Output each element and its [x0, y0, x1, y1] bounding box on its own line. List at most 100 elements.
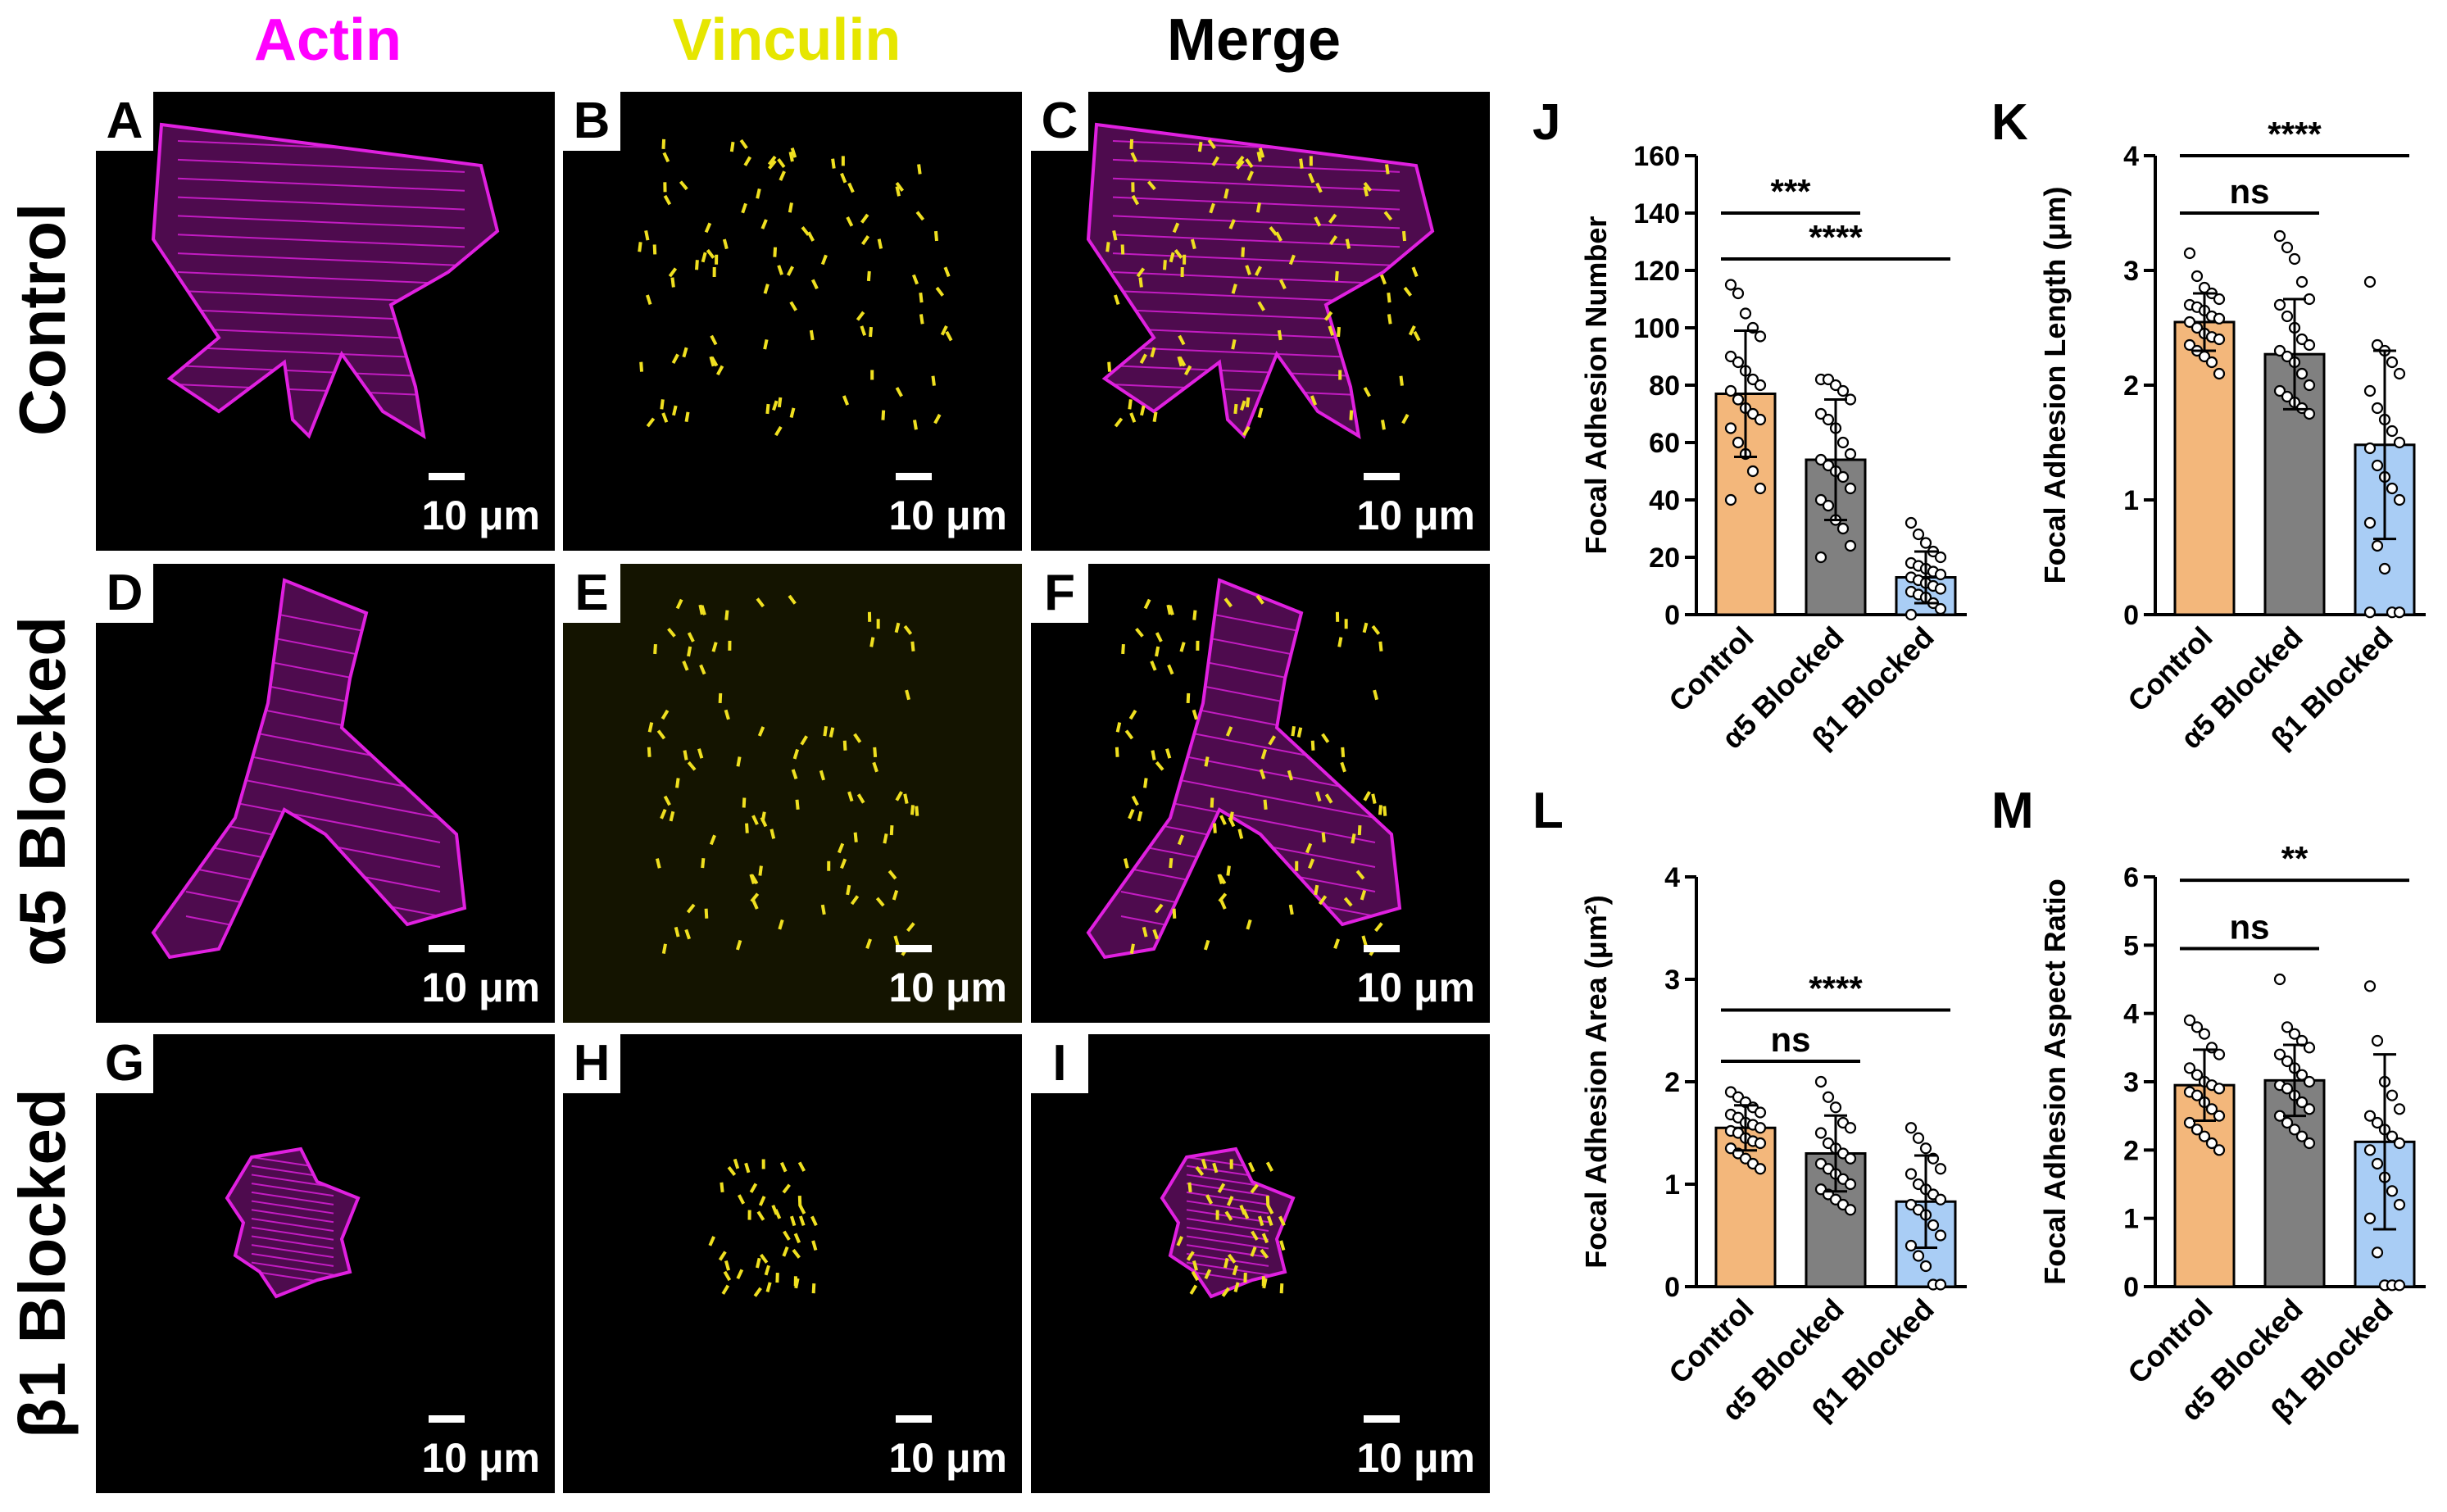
scale-bar — [429, 945, 465, 952]
panel-letter: D — [96, 564, 153, 623]
data-point — [2288, 1028, 2301, 1040]
data-point — [1814, 1075, 1827, 1088]
chart-svg: J 0 20 40 60 80 100 120 140 160 Focal Adhesion Num… — [1532, 94, 1967, 756]
data-point — [1934, 602, 1947, 615]
data-point — [2205, 356, 2218, 369]
data-point — [1732, 436, 1745, 449]
data-point — [2363, 384, 2377, 397]
data-point — [2213, 367, 2226, 380]
scale-bar-label: 10 μm — [1356, 1435, 1475, 1481]
data-point — [2213, 1110, 2226, 1122]
microscopy-panel: D 10 μm — [96, 564, 555, 1023]
data-point — [2281, 350, 2294, 363]
data-point — [2213, 293, 2226, 306]
data-point — [1844, 1152, 1857, 1165]
data-point — [2363, 1110, 2377, 1122]
bar — [2173, 320, 2236, 616]
scale-bar — [896, 1415, 932, 1423]
panel-letter: H — [563, 1034, 620, 1093]
chart-panel-letter: K — [1991, 94, 2028, 151]
significance-label: **** — [1809, 218, 1863, 257]
data-point — [1732, 356, 1745, 369]
cell-image — [151, 122, 500, 439]
data-point — [1724, 279, 1737, 291]
data-point — [2363, 516, 2377, 529]
y-tick-label: 160 — [1633, 141, 1680, 172]
data-point — [2363, 1212, 2377, 1224]
y-tick-label: 20 — [1649, 543, 1680, 574]
data-point — [2281, 1083, 2294, 1095]
data-point — [1904, 516, 1918, 529]
y-tick-label: 2 — [1664, 1067, 1680, 1098]
data-point — [2393, 1137, 2406, 1150]
microscopy-panel: I 10 μm — [1031, 1034, 1490, 1493]
column-header-vinculin: Vinculin — [672, 7, 901, 73]
y-tick-label: 80 — [1649, 370, 1680, 402]
microscopy-panel: C 10 μm — [1031, 92, 1490, 551]
data-point — [1836, 436, 1850, 449]
microscopy-panel: G 10 μm — [96, 1034, 555, 1493]
data-point — [2371, 1116, 2384, 1129]
scale-bar — [896, 473, 932, 480]
data-point — [1844, 1122, 1857, 1134]
cell-image — [1086, 578, 1402, 960]
data-point — [1836, 384, 1850, 397]
data-point — [2386, 425, 2399, 438]
significance-label: **** — [2268, 115, 2322, 153]
data-point — [1754, 330, 1767, 343]
data-point — [1934, 1278, 1947, 1291]
data-point — [1844, 1178, 1857, 1191]
data-point — [2303, 1103, 2316, 1115]
data-point — [2183, 1014, 2196, 1027]
scale-bar — [896, 945, 932, 952]
data-point — [2205, 1137, 2218, 1150]
data-point — [1754, 413, 1767, 426]
data-point — [1919, 1260, 1932, 1273]
data-point — [1754, 379, 1767, 392]
data-point — [2303, 1075, 2316, 1088]
data-point — [2198, 1028, 2211, 1040]
data-point — [1934, 583, 1947, 595]
data-point — [2281, 1021, 2294, 1033]
chart-focal-adhesion-area: L 0 1 2 3 4 Focal Adhesion Area (μm²) ns **** Con… — [1524, 779, 1967, 1500]
y-axis-label: Focal Adhesion Number — [1579, 216, 1613, 555]
column-header-actin: Actin — [254, 7, 402, 73]
data-point — [1814, 1127, 1827, 1139]
data-point — [2393, 367, 2406, 380]
data-point — [2386, 1089, 2399, 1101]
chart-panel-letter: M — [1991, 783, 2034, 839]
data-point — [2281, 241, 2294, 254]
chart-focal-adhesion-length: K 0 1 2 3 4 Focal Adhesion Length (μm) ns **** Co… — [1983, 90, 2442, 762]
y-tick-label: 60 — [1649, 428, 1680, 459]
data-point — [1746, 373, 1759, 386]
significance-label: ns — [2229, 908, 2269, 947]
data-point — [2213, 1048, 2226, 1060]
data-point — [2288, 252, 2301, 266]
data-point — [2363, 442, 2377, 455]
data-point — [2190, 1069, 2204, 1081]
data-point — [2371, 402, 2384, 415]
data-point — [2213, 312, 2226, 325]
data-point — [1844, 447, 1857, 461]
y-axis-label: Focal Adhesion Area (μm²) — [1579, 895, 1613, 1268]
y-tick-label: 3 — [2123, 1067, 2139, 1098]
y-tick-label: 6 — [2123, 862, 2139, 893]
data-point — [1904, 608, 1918, 621]
microscopy-panel: A 10 μm — [96, 92, 555, 551]
panel-letter: A — [96, 92, 153, 151]
data-point — [2273, 384, 2286, 397]
data-point — [2371, 459, 2384, 472]
data-point — [2190, 1089, 2204, 1101]
data-point — [2281, 1116, 2294, 1129]
data-point — [1836, 522, 1850, 535]
data-point — [2273, 1048, 2286, 1060]
y-tick-label: 3 — [2123, 256, 2139, 287]
y-axis-label: Focal Adhesion Aspect Ratio — [2038, 879, 2072, 1284]
data-point — [2183, 1116, 2196, 1129]
data-point — [1927, 1219, 1940, 1232]
data-point — [1912, 1250, 1925, 1262]
data-point — [2386, 356, 2399, 369]
panel-letter: E — [563, 564, 620, 623]
data-point — [2273, 229, 2286, 243]
data-point — [1822, 373, 1835, 386]
